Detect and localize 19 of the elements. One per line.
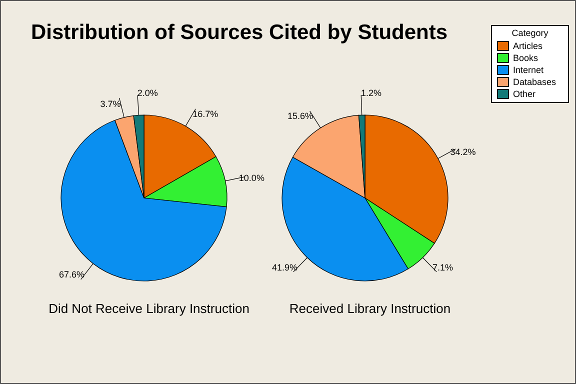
data-label: 7.1% (432, 262, 454, 273)
text: Did Not Receive Library Instruction (48, 301, 250, 316)
data-label: 34.2% (450, 146, 476, 157)
legend-label: Databases (513, 77, 556, 87)
data-label: 16.7% (192, 109, 218, 120)
legend-label: Books (513, 53, 538, 63)
data-label: 15.6% (287, 111, 314, 122)
legend-label: Articles (513, 41, 543, 51)
data-label: 2.0% (137, 88, 158, 98)
legend-label: Internet (513, 65, 544, 75)
data-label: 1.2% (361, 88, 382, 98)
legend-label: Other (513, 89, 536, 99)
text: Received Library Instruction (289, 301, 451, 316)
data-label: 67.6% (59, 270, 85, 280)
legend-title: Category (510, 28, 550, 38)
data-label: 3.7% (100, 98, 121, 109)
data-label: 10.0% (238, 173, 264, 184)
data-label: 41.9% (272, 262, 298, 273)
chart-title: Distribution of Sources Cited by Students (31, 21, 448, 45)
